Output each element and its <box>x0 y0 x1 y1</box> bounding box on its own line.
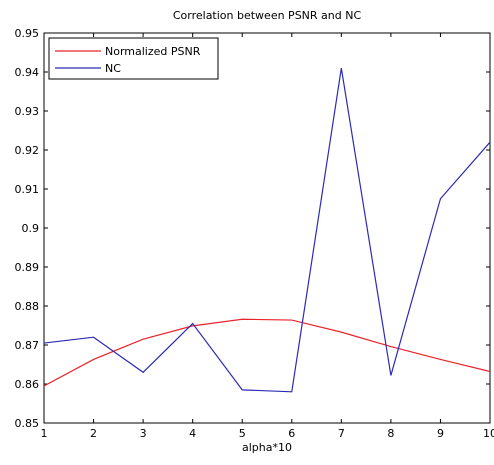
y-tick-label: 0.94 <box>15 66 40 79</box>
y-tick-label: 0.85 <box>15 417 40 430</box>
y-tick-label: 0.9 <box>22 222 40 235</box>
x-tick-label: 9 <box>437 427 444 440</box>
chart-title: Correlation between PSNR and NC <box>173 9 362 22</box>
legend: Normalized PSNR NC <box>48 37 219 80</box>
x-tick-label: 1 <box>41 427 48 440</box>
series-line-nc <box>43 68 491 393</box>
y-tick-label: 0.91 <box>15 183 40 196</box>
plot-area <box>43 32 491 424</box>
y-tick-label: 0.95 <box>15 27 40 40</box>
x-tick-label: 2 <box>90 427 97 440</box>
y-tick-label: 0.93 <box>15 105 40 118</box>
y-tick-label: 0.92 <box>15 144 40 157</box>
series-line-normalized-psnr <box>43 318 491 387</box>
x-tick-label: 8 <box>387 427 394 440</box>
y-axis-ticks: 0.85 0.86 0.87 0.88 0.89 0.9 0.91 0.92 0.93 0.94 0… <box>15 27 490 430</box>
y-tick-label: 0.86 <box>15 378 40 391</box>
y-tick-label: 0.89 <box>15 261 40 274</box>
legend-label: Normalized PSNR <box>105 45 201 58</box>
x-tick-label: 3 <box>140 427 147 440</box>
legend-label: NC <box>105 62 121 75</box>
x-tick-label: 6 <box>288 427 295 440</box>
x-axis-ticks: 1 2 3 4 5 6 7 8 9 10 <box>41 33 494 440</box>
y-tick-label: 0.88 <box>15 300 40 313</box>
series-layer <box>43 68 491 393</box>
x-tick-label: 10 <box>483 427 494 440</box>
x-tick-label: 5 <box>239 427 246 440</box>
x-tick-label: 4 <box>189 427 196 440</box>
legend-box <box>48 37 219 80</box>
x-axis-label: alpha*10 <box>242 441 292 454</box>
x-tick-label: 7 <box>338 427 345 440</box>
plot-frame <box>43 32 491 424</box>
y-tick-label: 0.87 <box>15 339 40 352</box>
